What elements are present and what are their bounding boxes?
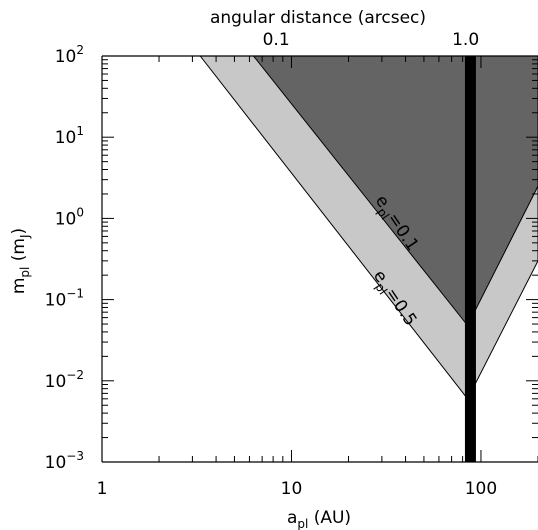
axes <box>101 55 538 463</box>
x-tick-label: 1 <box>97 479 108 499</box>
labels: 1 10 100 10−3 10−2 10−1 100 101 102 0.1 1.0 angular… <box>9 8 497 530</box>
top-axis-title: angular distance (arcsec) <box>210 8 426 28</box>
y-tick-label: 102 <box>55 43 84 67</box>
y-axis-title: mpl (mJ) <box>9 228 32 294</box>
plot-areas <box>199 56 538 400</box>
x-tick-label: 10 <box>281 479 303 499</box>
y-tick-label: 10−3 <box>45 449 84 473</box>
x-axis-title: apl (AU) <box>287 508 351 530</box>
top-tick-label: 1.0 <box>452 30 479 50</box>
x-tick-label: 100 <box>465 479 497 499</box>
top-tick-label: 0.1 <box>263 30 290 50</box>
y-tick-label: 100 <box>55 205 84 229</box>
y-tick-label: 101 <box>55 124 84 148</box>
y-tick-label: 10−1 <box>45 287 84 311</box>
y-tick-label: 10−2 <box>45 368 84 392</box>
